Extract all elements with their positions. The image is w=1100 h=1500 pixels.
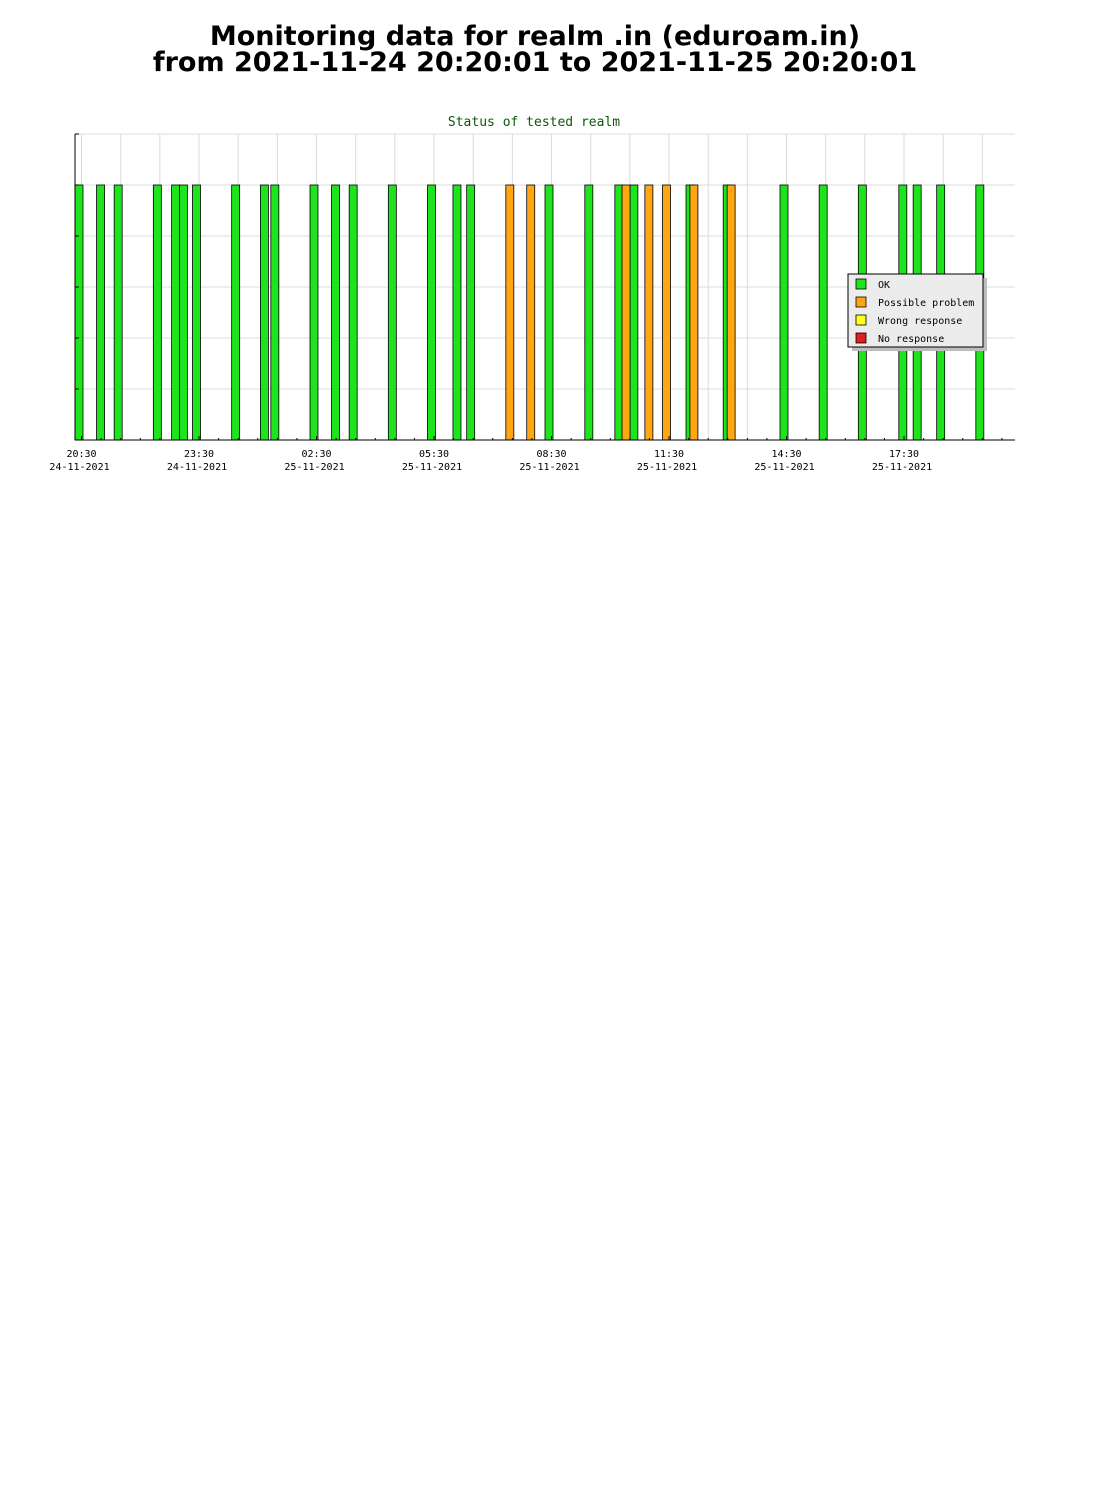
bar-possible-problem — [689, 184, 699, 441]
x-tick-label-time: 17:30 — [889, 449, 919, 460]
legend-swatch-wrong-response — [855, 314, 867, 326]
bar-ok — [331, 184, 340, 441]
legend-label: OK — [878, 280, 890, 291]
bar-possible-problem — [644, 184, 654, 441]
bar-ok — [171, 184, 181, 441]
x-tick-label-time: 14:30 — [771, 449, 801, 460]
x-axis-labels: 20:30 24-11-2021 23:30 24-11-2021 02:30 25-11… — [49, 449, 932, 473]
chart-title: Status of tested realm — [448, 115, 620, 130]
bar-possible-problem — [662, 184, 671, 441]
title-line-1: Monitoring data for realm .in (eduroam.i… — [209, 21, 861, 52]
legend-box — [847, 273, 984, 348]
x-tick-label-date: 25-11-2021 — [637, 462, 697, 473]
legend-swatch-no-response — [855, 332, 867, 344]
x-tick-label-date: 25-11-2021 — [754, 462, 814, 473]
legend-swatch-possible-problem — [855, 296, 867, 308]
x-tick-label-time: 11:30 — [654, 449, 684, 460]
title-line-2: from 2021-11-24 20:20:01 to 2021-11-25 2… — [152, 47, 918, 78]
bar-ok — [309, 184, 319, 441]
x-tick-label-date: 25-11-2021 — [519, 462, 579, 473]
bar-ok — [96, 184, 105, 441]
bar-possible-problem — [505, 184, 515, 441]
x-tick-label-date: 25-11-2021 — [402, 462, 462, 473]
bar-ok — [387, 184, 397, 441]
bar-ok — [348, 184, 358, 441]
x-tick-label-date: 25-11-2021 — [872, 462, 932, 473]
legend-label: Wrong response — [878, 316, 962, 327]
x-tick-label-date: 24-11-2021 — [49, 462, 109, 473]
bar-ok — [779, 184, 789, 441]
bar-possible-problem — [526, 184, 536, 441]
bar-ok — [629, 184, 639, 441]
bar-ok — [259, 184, 269, 441]
bar-ok — [179, 184, 188, 441]
status-chart: Status of tested realm 20:30 24-11-2021 23… — [49, 115, 1015, 473]
legend-label: Possible problem — [878, 298, 974, 309]
x-tick-label-date: 24-11-2021 — [167, 462, 227, 473]
bar-ok — [270, 184, 280, 441]
axes — [74, 133, 1015, 441]
bar-ok — [192, 184, 201, 441]
x-tick-label-time: 08:30 — [536, 449, 566, 460]
bar-ok — [818, 184, 828, 441]
legend-swatch-ok — [855, 278, 867, 290]
x-tick-label-time: 20:30 — [66, 449, 96, 460]
bar-ok — [231, 184, 241, 441]
x-tick-label-date: 25-11-2021 — [284, 462, 344, 473]
bar-possible-problem — [726, 184, 736, 441]
x-tick-label-time: 23:30 — [184, 449, 214, 460]
bar-ok — [427, 184, 436, 441]
bar-possible-problem — [621, 184, 631, 441]
legend-label: No response — [878, 334, 944, 345]
bar-ok — [466, 184, 476, 441]
x-tick-label-time: 05:30 — [419, 449, 449, 460]
bar-ok — [113, 184, 123, 441]
page-title: Monitoring data for realm .in (eduroam.i… — [0, 21, 1070, 78]
bar-ok — [544, 184, 554, 441]
bar-ok — [152, 184, 162, 441]
bar-ok — [452, 184, 462, 441]
bar-ok — [74, 184, 84, 441]
legend: OK Possible problem Wrong response No respo… — [847, 273, 987, 351]
bar-ok — [584, 184, 594, 441]
x-tick-label-time: 02:30 — [301, 449, 331, 460]
